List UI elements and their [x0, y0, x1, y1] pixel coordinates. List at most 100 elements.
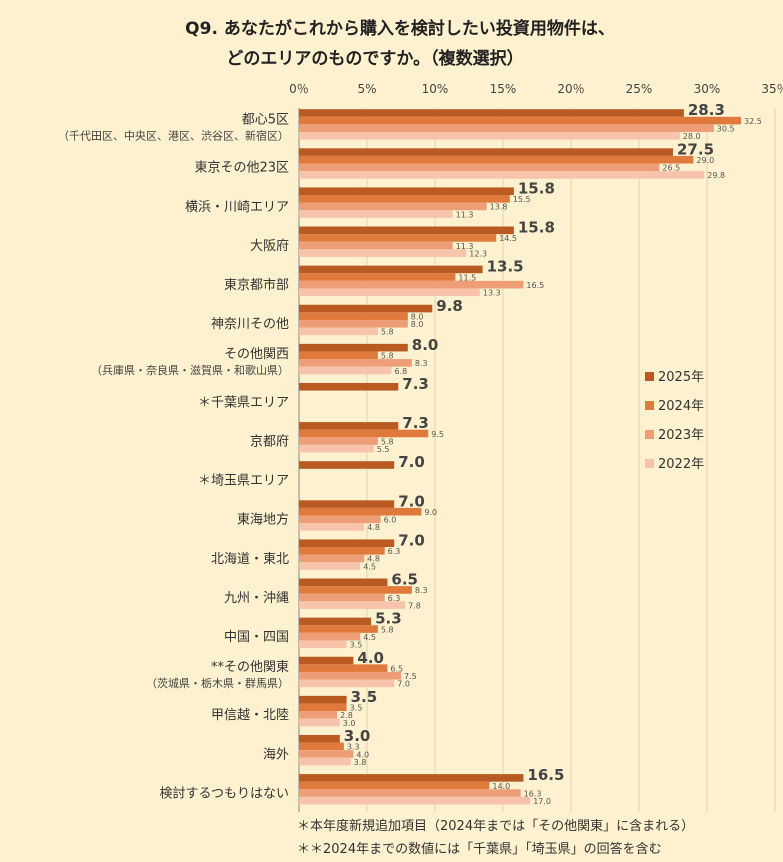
chart-title-line-1: Q9. あなたがこれから購入を検討したい投資用物件は、	[185, 18, 615, 39]
category-label: 北海道・東北	[211, 551, 289, 567]
data-label: 3.5	[350, 641, 363, 650]
category-label: 甲信越・北陸	[211, 707, 289, 723]
bar	[299, 288, 480, 297]
bar	[299, 578, 388, 587]
category-label: ＊千葉県エリア	[198, 395, 289, 410]
data-label: 5.8	[381, 352, 394, 361]
data-label: 13.3	[483, 289, 501, 298]
legend-swatch	[645, 459, 654, 468]
data-label: 7.0	[398, 453, 425, 471]
data-label: 6.3	[388, 594, 401, 603]
data-label: 4.8	[367, 523, 380, 532]
data-label: 28.3	[688, 101, 725, 119]
x-tick-label: 25%	[626, 82, 653, 96]
bar	[299, 539, 395, 548]
legend: 2025年 2024年 2023年 2022年	[645, 370, 704, 472]
data-label: 7.8	[408, 601, 421, 610]
category-label: 都心5区	[242, 113, 289, 128]
bar	[299, 789, 521, 797]
legend-swatch	[645, 372, 654, 381]
data-label: 2.8	[340, 711, 353, 720]
category-label: 大阪府	[250, 239, 289, 254]
bar	[299, 351, 378, 360]
bar	[299, 429, 429, 438]
chart-title-line-2: どのエリアのものですか。（複数選択）	[226, 48, 523, 69]
bar	[299, 304, 433, 313]
bar	[299, 382, 399, 391]
x-tick-label: 0％	[289, 82, 309, 96]
bar	[299, 249, 467, 257]
category-label: 中国・四国	[224, 630, 289, 645]
bar	[299, 210, 453, 218]
data-label: 3.5	[351, 688, 378, 706]
x-axis-ticks: 0％ 5% 10% 15% 20％ 25% 30% 35％	[289, 82, 783, 96]
bar	[299, 226, 514, 235]
category-label: 神奈川その他	[211, 317, 289, 332]
bar	[299, 742, 344, 751]
bar	[299, 265, 483, 274]
data-label: 7.0	[397, 680, 410, 689]
data-label: 4.5	[363, 562, 376, 571]
data-label: 8.0	[412, 336, 439, 354]
bar	[299, 366, 392, 375]
data-label: 26.5	[662, 164, 680, 173]
data-label: 13.5	[487, 258, 524, 276]
bar	[299, 774, 524, 782]
bar	[299, 750, 354, 758]
category-label: **その他関東	[211, 659, 289, 675]
data-label: 5.3	[375, 610, 402, 628]
data-label: 7.3	[402, 414, 429, 432]
category-label: その他関西	[224, 347, 289, 362]
data-label: 32.5	[744, 117, 762, 126]
data-label: 9.8	[436, 297, 463, 315]
data-label: 8.0	[411, 312, 424, 321]
bar	[299, 280, 524, 289]
data-label: 8.3	[415, 586, 428, 595]
legend-entry: 2024年	[658, 399, 704, 414]
data-label: 15.8	[518, 219, 555, 237]
data-label: 8.0	[411, 320, 424, 329]
category-label: 京都府	[250, 434, 289, 449]
x-tick-label: 10%	[422, 82, 449, 96]
bar	[299, 343, 408, 352]
bar	[299, 116, 741, 125]
category-label: 九州・沖縄	[224, 591, 289, 606]
data-label: 30.5	[717, 125, 735, 134]
category-label: 海外	[263, 747, 289, 762]
bar	[299, 547, 385, 555]
legend-entry: 2023年	[658, 428, 704, 443]
category-sublabel: （千代田区、中央区、港区、渋谷区、新宿区）	[58, 129, 289, 143]
data-label: 4.8	[367, 555, 380, 564]
bar	[299, 327, 378, 336]
data-label: 11.3	[456, 242, 474, 251]
bar	[299, 515, 381, 524]
data-label: 5.8	[381, 437, 394, 446]
bar	[299, 273, 456, 281]
bar	[299, 586, 412, 594]
bar	[299, 437, 378, 445]
data-label: 3.3	[347, 743, 360, 752]
bar	[299, 757, 351, 766]
bar	[299, 601, 406, 609]
data-label: 9.0	[424, 508, 437, 517]
category-label: ＊埼玉県エリア	[198, 474, 289, 489]
bar	[299, 734, 340, 743]
legend-entry: 2025年	[658, 370, 704, 385]
bars: 28.332.530.528.027.529.026.529.815.815.5…	[299, 101, 762, 806]
data-label: 7.0	[398, 492, 425, 510]
footnote-1: ＊本年度新規追加項目（2024年までは「その他関東」に含まれる）	[297, 818, 694, 834]
category-label: 検討するつもりはない	[160, 785, 289, 801]
data-label: 3.5	[350, 704, 363, 713]
data-label: 16.5	[526, 281, 544, 290]
data-label: 15.8	[518, 179, 555, 197]
data-label: 4.5	[363, 633, 376, 642]
bar	[299, 625, 378, 633]
data-label: 11.5	[458, 273, 476, 282]
bar	[299, 163, 660, 172]
data-label: 5.5	[377, 445, 390, 454]
data-label: 16.3	[524, 789, 542, 798]
x-tick-label: 35％	[761, 82, 783, 96]
bar	[299, 359, 412, 367]
bar	[299, 617, 372, 626]
